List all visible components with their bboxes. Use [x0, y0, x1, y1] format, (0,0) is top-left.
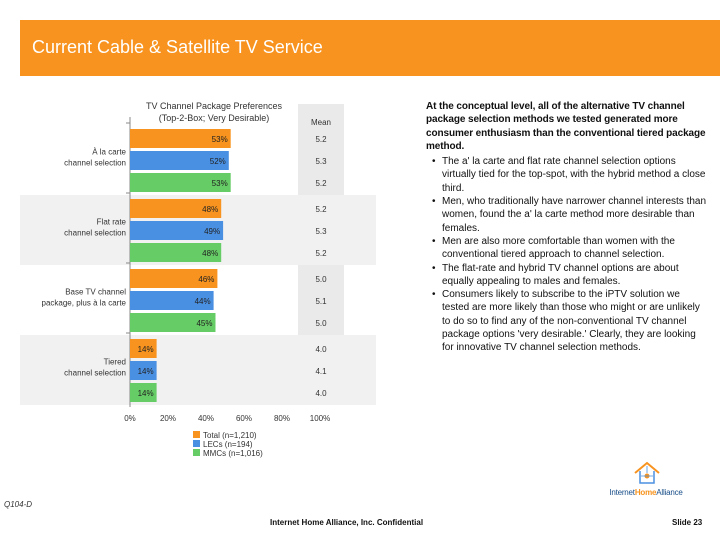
finding-item: The a' la carte and flat rate channel se…	[432, 155, 708, 195]
data-label: 49%	[204, 227, 220, 236]
house-icon	[634, 461, 660, 484]
data-label: 53%	[212, 179, 228, 188]
data-label: 14%	[138, 389, 154, 398]
mean-value: 5.2	[315, 249, 327, 258]
data-label: 52%	[210, 157, 226, 166]
data-label: 14%	[138, 345, 154, 354]
bar	[130, 269, 218, 288]
data-label: 44%	[195, 297, 211, 306]
findings-text: At the conceptual level, all of the alte…	[426, 100, 708, 355]
title-bar: Current Cable & Satellite TV Service	[20, 20, 720, 76]
bar	[130, 383, 157, 402]
x-tick-label: 60%	[236, 414, 252, 423]
data-label: 53%	[212, 135, 228, 144]
x-tick-label: 20%	[160, 414, 176, 423]
finding-item: The flat-rate and hybrid TV channel opti…	[432, 262, 708, 289]
group-band	[20, 335, 376, 405]
finding-item: Men, who traditionally have narrower cha…	[432, 195, 708, 235]
legend-label: Total (n=1,210)	[203, 431, 257, 440]
internet-home-alliance-logo: InternetHomeAlliance	[596, 460, 696, 502]
mean-value: 5.0	[315, 319, 327, 328]
mean-value: 4.0	[315, 345, 327, 354]
mean-value: 4.0	[315, 389, 327, 398]
question-code: Q104-D	[4, 500, 33, 509]
legend-swatch	[193, 440, 200, 447]
logo-wordmark: InternetHomeAlliance	[609, 488, 683, 497]
bar	[130, 291, 214, 310]
data-label: 46%	[198, 275, 214, 284]
finding-item: Consumers likely to subscribe to the iPT…	[432, 288, 708, 354]
findings-lead: At the conceptual level, all of the alte…	[426, 101, 706, 152]
category-label: channel selection	[64, 369, 126, 378]
bar	[130, 339, 157, 358]
data-label: 48%	[202, 205, 218, 214]
bar	[130, 313, 216, 332]
category-label: channel selection	[64, 159, 126, 168]
chart-title-line-1: TV Channel Package Preferences	[145, 101, 283, 111]
legend-swatch	[193, 449, 200, 456]
category-label: package, plus à la carte	[42, 299, 127, 308]
slide-title: Current Cable & Satellite TV Service	[32, 37, 323, 57]
category-label: À la carte	[92, 148, 126, 157]
mean-header: Mean	[310, 118, 331, 127]
bar	[130, 361, 157, 380]
finding-item: Men are also more comfortable than women…	[432, 235, 708, 262]
category-label: Tiered	[104, 358, 126, 367]
findings-list: The a' la carte and flat rate channel se…	[426, 155, 708, 354]
category-label: Base TV channel	[65, 288, 126, 297]
bar	[130, 199, 222, 218]
mean-value: 5.3	[315, 157, 327, 166]
mean-value: 5.2	[315, 135, 327, 144]
mean-value: 5.0	[315, 275, 327, 284]
bar	[130, 129, 231, 148]
data-label: 48%	[202, 249, 218, 258]
legend-label: MMCs (n=1,016)	[203, 449, 263, 458]
x-tick-label: 80%	[274, 414, 290, 423]
chart-title: TV Channel Package Preferences (Top-2-Bo…	[128, 100, 300, 124]
legend-label: LECs (n=194)	[203, 440, 253, 449]
bar	[130, 173, 231, 192]
bar	[130, 151, 229, 170]
mean-value: 4.1	[315, 367, 327, 376]
slide-number: Slide 23	[672, 518, 703, 527]
mean-value: 5.1	[315, 297, 327, 306]
bar	[130, 221, 224, 240]
legend-swatch	[193, 431, 200, 438]
chart-title-line-2: (Top-2-Box; Very Desirable)	[158, 113, 270, 123]
category-label: Flat rate	[97, 218, 127, 227]
data-label: 45%	[196, 319, 212, 328]
mean-value: 5.2	[315, 179, 327, 188]
x-tick-label: 100%	[310, 414, 330, 423]
mean-value: 5.2	[315, 205, 327, 214]
data-label: 14%	[138, 367, 154, 376]
confidential-notice: Internet Home Alliance, Inc. Confidentia…	[270, 518, 424, 527]
bar	[130, 243, 222, 262]
x-tick-label: 40%	[198, 414, 214, 423]
x-tick-label: 0%	[124, 414, 136, 423]
category-label: channel selection	[64, 229, 126, 238]
mean-value: 5.3	[315, 227, 327, 236]
